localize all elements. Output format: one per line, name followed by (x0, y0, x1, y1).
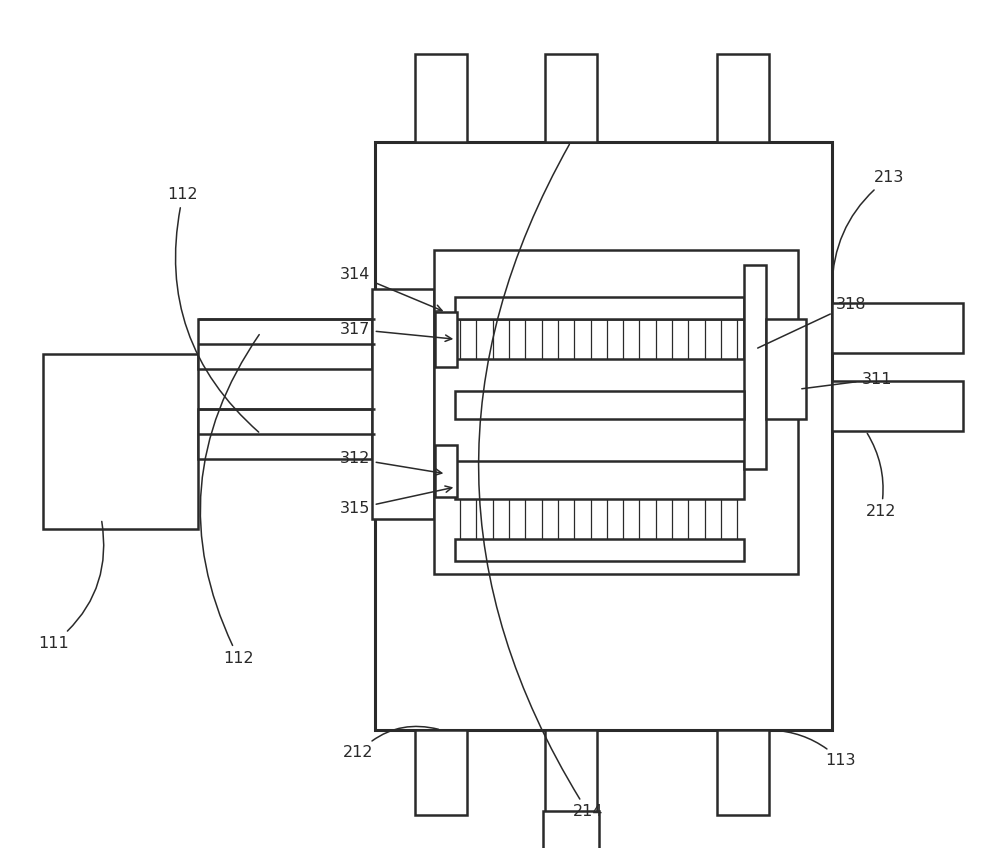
Bar (435, 445, 457, 497)
Text: 317: 317 (340, 322, 452, 341)
Bar (375, 142, 832, 730)
Text: 314: 314 (340, 267, 442, 311)
Bar (545, 730, 597, 815)
Bar (415, 730, 467, 815)
Bar (415, 54, 467, 142)
Text: 214: 214 (479, 144, 603, 819)
Text: 112: 112 (168, 188, 259, 432)
Bar (455, 297, 744, 319)
Text: 211: 211 (0, 848, 1, 849)
Text: 212: 212 (866, 433, 896, 520)
Bar (455, 461, 744, 498)
Bar (766, 319, 806, 419)
Text: 212: 212 (343, 727, 439, 761)
Bar (198, 409, 372, 459)
Bar (717, 54, 769, 142)
Bar (198, 319, 372, 369)
Bar (434, 250, 798, 574)
Bar (543, 811, 599, 849)
Bar (717, 730, 769, 815)
Bar (455, 319, 744, 359)
Text: 312: 312 (340, 452, 442, 475)
Bar (455, 538, 744, 560)
Text: 318: 318 (758, 297, 866, 348)
Text: 111: 111 (38, 521, 104, 651)
Bar (832, 303, 963, 353)
Text: 113: 113 (772, 730, 856, 768)
Text: 112: 112 (200, 335, 259, 666)
Bar (744, 265, 766, 469)
Text: 213: 213 (832, 171, 904, 287)
Bar (372, 290, 434, 519)
Bar (435, 312, 457, 367)
Text: 311: 311 (802, 372, 892, 389)
Bar (43, 354, 198, 529)
Text: 315: 315 (340, 486, 452, 516)
Bar (832, 381, 963, 431)
Bar (455, 391, 744, 419)
Bar (545, 54, 597, 142)
